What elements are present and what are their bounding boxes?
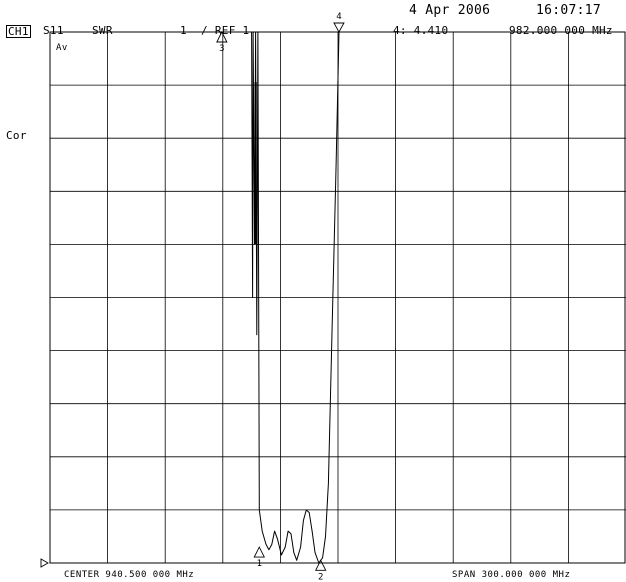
span-frequency: SPAN 300.000 000 MHz (452, 570, 571, 580)
marker-label: 1 (257, 559, 262, 569)
trace-line (251, 31, 340, 564)
marker-label: 2 (318, 572, 323, 582)
marker-1: 1 (253, 546, 266, 569)
marker-triangle (314, 559, 327, 571)
trace-layer (251, 31, 340, 564)
time-stamp: 16:07:17 (536, 3, 602, 18)
channel-indicator[interactable]: CH1 (6, 25, 31, 38)
correction-indicator: Cor (6, 129, 27, 142)
marker-label: 4 (336, 12, 341, 22)
marker-2: 2 (314, 559, 327, 582)
chart-grid (49, 31, 626, 564)
date-stamp: 4 Apr 2006 (409, 3, 491, 18)
marker-4: 4 (333, 12, 345, 33)
scale-label: 1 (180, 24, 187, 37)
average-indicator: Av (56, 43, 68, 53)
reference-level-marker (40, 558, 49, 568)
marker-label: 3 (219, 44, 224, 54)
marker-3: 3 (216, 30, 228, 54)
reference-level (40, 558, 49, 568)
reference-label: / REF 1 (201, 24, 250, 37)
marker-layer: 1 2 3 4 (216, 12, 345, 582)
center-frequency: CENTER 940.500 000 MHz (64, 570, 195, 580)
marker-triangle (333, 22, 345, 33)
marker-readout: 4: 4.410 (393, 24, 449, 37)
marker-triangle (216, 30, 228, 43)
marker-frequency: 982.000 000 MHz (509, 24, 613, 37)
marker-triangle (253, 546, 266, 558)
parameter-label: S11 (43, 24, 64, 37)
